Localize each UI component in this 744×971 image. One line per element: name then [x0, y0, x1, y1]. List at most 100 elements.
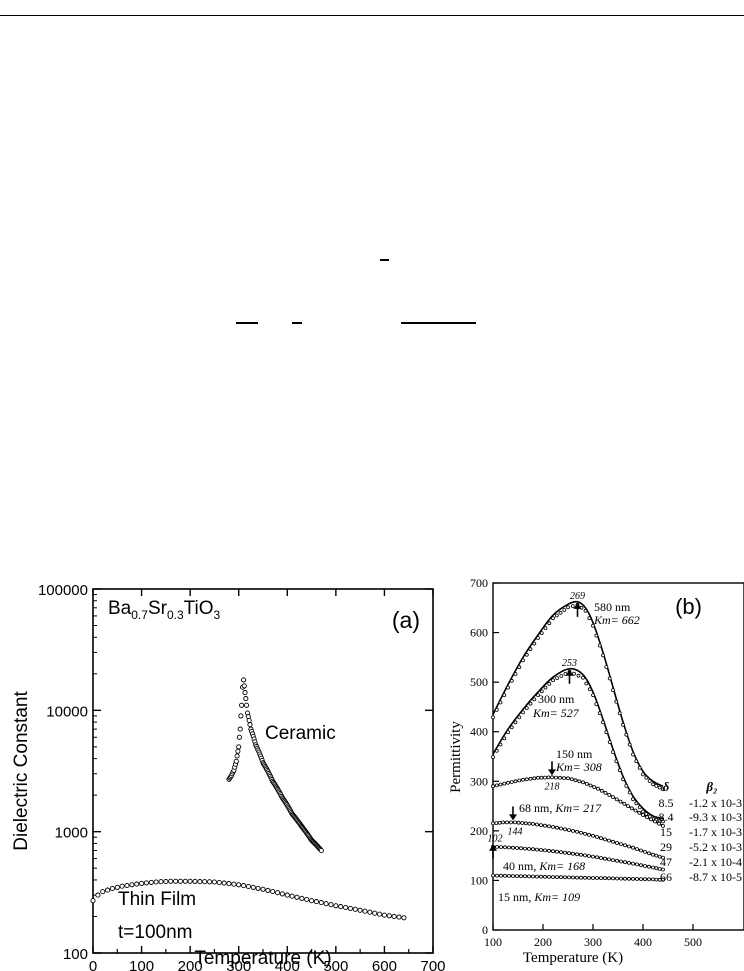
thickness-label: 40 nm, — [503, 859, 539, 873]
formula-fragment — [401, 322, 476, 324]
data-point-b — [559, 674, 564, 678]
series-a-thin-film — [90, 878, 407, 921]
data-point-b — [527, 847, 531, 851]
y-tick-label-b: 500 — [470, 675, 488, 689]
data-point-b — [550, 775, 554, 780]
data-point-b — [527, 821, 532, 826]
data-point-b — [645, 815, 649, 820]
data-point-b — [551, 825, 555, 829]
data-point-a — [105, 887, 111, 893]
data-point-b — [607, 876, 611, 881]
peak-arrow-150-head — [548, 769, 556, 776]
formula-fragment — [236, 322, 258, 324]
series-b-1 — [491, 667, 665, 824]
data-point-b — [515, 846, 519, 850]
km-label: Km= 217 — [554, 801, 602, 815]
y-axis-title-b: Permittivity — [448, 721, 464, 793]
data-point-b — [499, 873, 503, 878]
data-point-b — [501, 820, 505, 825]
data-point-b — [587, 687, 592, 692]
data-point-a — [202, 879, 208, 885]
data-point-b — [591, 693, 595, 697]
data-point-b — [617, 711, 622, 716]
data-point-b — [543, 848, 547, 853]
data-point-b — [495, 873, 499, 878]
data-point-b — [635, 877, 639, 881]
panel-label-a: (a) — [392, 607, 420, 633]
data-point-b — [624, 732, 629, 737]
data-point-b — [647, 779, 652, 783]
data-point-b — [611, 795, 615, 799]
data-point-b — [661, 819, 665, 824]
data-point-b — [563, 850, 567, 855]
data-point-b — [536, 693, 540, 697]
x-axis-title-b: Temperature (K) — [523, 950, 623, 966]
data-point-b — [509, 678, 514, 683]
delta-value: 47 — [660, 855, 672, 869]
data-point-b — [535, 847, 539, 852]
peak-arrow-68-head — [509, 814, 517, 821]
data-point-a — [143, 880, 149, 886]
data-point-b — [633, 808, 638, 813]
data-point-b — [491, 715, 495, 720]
thickness-annotation: t=100nm — [118, 922, 192, 943]
top-rule — [0, 15, 744, 16]
data-point-b — [647, 877, 651, 882]
thickness-label: 15 nm, — [498, 890, 534, 904]
thickness-km-label: 40 nm, Km= 168 — [503, 859, 585, 873]
data-point-a — [313, 899, 319, 905]
delta-value: 29 — [660, 840, 672, 854]
data-point-b — [524, 777, 529, 782]
data-point-b — [528, 701, 533, 706]
data-point-b — [654, 784, 659, 788]
data-point-b — [619, 859, 623, 864]
thickness-km-label: 15 nm, Km= 109 — [498, 890, 580, 904]
data-point-a — [309, 898, 315, 904]
x-tick-label-a: 200 — [178, 958, 203, 971]
data-point-b — [591, 854, 595, 859]
data-point-a — [396, 914, 402, 920]
data-point-a — [158, 879, 164, 885]
data-point-b — [539, 631, 544, 635]
data-point-b — [623, 876, 627, 881]
series-b-5 — [491, 873, 665, 882]
series-a — [90, 677, 407, 921]
data-point-b — [503, 845, 507, 850]
data-point-b — [627, 844, 631, 849]
data-point-b — [531, 874, 535, 879]
data-point-b — [563, 875, 567, 880]
delta-value: 66 — [660, 870, 672, 884]
beta-value: -8.7 x 10-5 — [689, 870, 742, 884]
data-point-b — [575, 875, 579, 880]
data-point-a — [247, 722, 253, 728]
data-point-b — [627, 790, 632, 795]
peak-arrow-40-head — [489, 844, 497, 851]
data-point-a — [381, 912, 387, 918]
data-point-b — [661, 787, 665, 792]
data-point-b — [509, 780, 514, 784]
data-point-b — [551, 616, 555, 621]
data-point-b — [551, 875, 555, 879]
data-point-b — [539, 874, 543, 879]
series-a-ceramic — [226, 677, 324, 854]
data-point-a — [134, 881, 140, 887]
data-point-b — [547, 824, 551, 829]
data-point-b — [644, 812, 649, 816]
data-point-b — [539, 848, 543, 852]
data-point-b — [502, 736, 507, 741]
data-point-b — [558, 610, 563, 615]
data-point-a — [362, 908, 368, 914]
data-point-b — [517, 715, 522, 720]
x-tick-label-b: 400 — [634, 935, 652, 949]
data-point-b — [583, 831, 587, 836]
y-tick-label-b: 700 — [470, 576, 488, 590]
data-point-b — [607, 793, 612, 797]
data-point-b — [615, 858, 619, 863]
data-point-b — [509, 725, 514, 730]
y-tick-label-a: 10000 — [46, 703, 88, 720]
data-point-b — [591, 623, 595, 628]
data-point-b — [637, 810, 642, 815]
data-point-b — [551, 849, 555, 854]
data-point-b — [571, 875, 575, 880]
